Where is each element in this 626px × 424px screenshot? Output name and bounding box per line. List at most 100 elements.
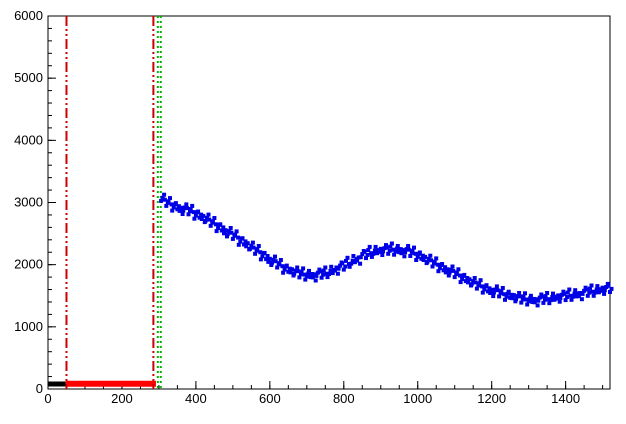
- scatter-marker: [292, 271, 297, 276]
- scatter-marker: [267, 256, 272, 261]
- scatter-marker: [186, 212, 191, 217]
- scatter-marker: [571, 294, 575, 299]
- scatter-marker: [509, 292, 514, 297]
- scatter-marker: [539, 294, 544, 299]
- scatter-marker: [502, 292, 507, 297]
- scatter-marker: [554, 296, 559, 301]
- scatter-marker: [511, 293, 516, 298]
- scatter-marker: [584, 287, 589, 292]
- scatter-marker: [499, 289, 504, 294]
- scatter-marker: [419, 256, 424, 261]
- scatter-marker: [282, 267, 287, 272]
- scatter-marker: [295, 265, 300, 270]
- scatter-marker: [412, 245, 416, 250]
- scatter-marker: [280, 264, 285, 269]
- x-tick-label: 200: [111, 391, 133, 406]
- scatter-marker: [474, 286, 479, 291]
- scatter-marker: [480, 290, 485, 295]
- scatter-marker: [302, 272, 307, 277]
- scatter-marker: [168, 196, 172, 201]
- scatter-marker: [414, 258, 419, 262]
- scatter-marker: [312, 272, 317, 277]
- scatter-marker: [467, 277, 472, 282]
- scatter-marker: [519, 300, 524, 305]
- scatter-marker: [567, 287, 572, 292]
- scatter-marker: [400, 248, 405, 253]
- scatter-marker: [406, 244, 411, 248]
- scatter-marker: [458, 280, 463, 285]
- scatter-marker: [160, 195, 165, 200]
- scatter-marker: [572, 291, 577, 296]
- scatter-marker: [269, 263, 274, 267]
- scatter-marker: [471, 279, 476, 284]
- scatter-marker: [344, 258, 348, 263]
- scatter-marker: [367, 244, 372, 249]
- scatter-marker: [594, 287, 599, 292]
- scatter-marker: [343, 264, 348, 269]
- scatter-marker: [537, 295, 542, 300]
- scatter-marker: [335, 271, 340, 276]
- scatter-marker: [491, 294, 496, 299]
- scatter-marker: [304, 274, 309, 279]
- scatter-marker: [425, 259, 430, 264]
- scatter-marker: [190, 203, 195, 208]
- scatter-marker: [203, 218, 208, 223]
- scatter-marker: [251, 245, 256, 250]
- scatter-marker: [170, 208, 175, 213]
- scatter-marker: [328, 268, 333, 273]
- blue-signal-scatter: [159, 192, 614, 308]
- scatter-marker: [582, 288, 587, 293]
- scatter-marker: [321, 272, 326, 277]
- scatter-marker: [313, 278, 318, 283]
- scatter-marker: [434, 256, 439, 261]
- y-tick-label: 3000: [14, 195, 43, 210]
- scatter-marker: [166, 199, 171, 204]
- scatter-marker: [465, 276, 470, 280]
- scatter-marker: [389, 241, 394, 246]
- scatter-marker: [256, 244, 261, 248]
- scatter-marker: [500, 286, 505, 290]
- scatter-marker: [423, 254, 428, 259]
- scatter-marker: [535, 303, 540, 308]
- scatter-marker: [238, 239, 243, 244]
- scatter-marker: [473, 280, 478, 285]
- scatter-marker: [299, 269, 304, 274]
- scatter-marker: [212, 216, 217, 220]
- scatter-marker: [243, 239, 248, 244]
- scatter-marker: [443, 265, 448, 270]
- scatter-marker: [210, 219, 215, 224]
- y-tick-label: 1000: [14, 319, 43, 334]
- scatter-marker: [319, 275, 324, 280]
- scatter-marker: [576, 294, 581, 299]
- scatter-marker: [403, 250, 408, 255]
- scatter-marker: [265, 254, 270, 258]
- scatter-marker: [436, 269, 441, 274]
- scatter-marker: [250, 240, 255, 245]
- scatter-marker: [307, 268, 311, 273]
- scatter-marker: [324, 271, 329, 276]
- scatter-marker: [236, 242, 241, 247]
- scatter-marker: [600, 285, 605, 290]
- scatter-marker: [314, 273, 319, 278]
- scatter-marker: [487, 286, 492, 291]
- x-tick-label: 1000: [403, 391, 432, 406]
- scatter-marker: [387, 248, 392, 253]
- scatter-marker: [552, 297, 557, 302]
- scatter-marker: [188, 207, 193, 211]
- scatter-marker: [375, 251, 380, 256]
- scatter-marker: [449, 267, 453, 272]
- scatter-marker: [569, 297, 574, 302]
- scatter-marker: [338, 263, 343, 268]
- scatter-marker: [358, 255, 363, 260]
- scatter-marker: [372, 248, 377, 253]
- scatter-marker: [395, 244, 400, 248]
- scatter-marker: [604, 285, 609, 289]
- scatter-marker: [480, 284, 485, 289]
- scatter-marker: [188, 209, 192, 214]
- scatter-marker: [262, 250, 267, 255]
- scatter-marker: [253, 251, 258, 256]
- scatter-marker: [349, 261, 354, 266]
- scatter-marker: [576, 291, 581, 296]
- scatter-marker: [565, 295, 570, 299]
